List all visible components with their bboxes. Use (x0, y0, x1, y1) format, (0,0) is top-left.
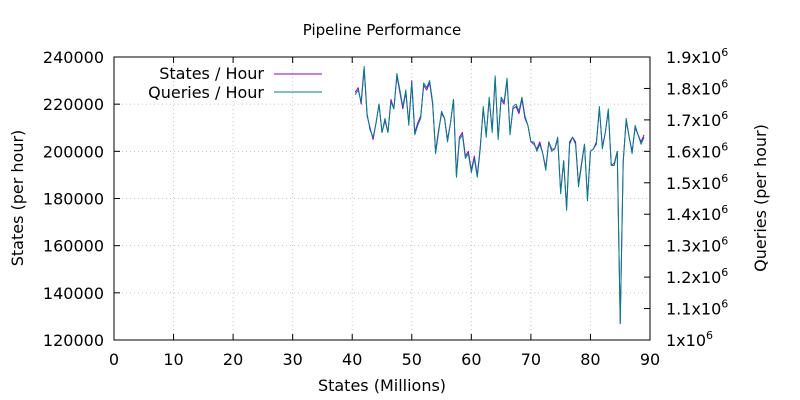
y-tick-label: 140000 (43, 284, 104, 303)
y2-tick-label: 1.1x106 (666, 298, 728, 319)
series (354, 65, 645, 324)
legend: States / Hour Queries / Hour (148, 64, 322, 102)
y2-tick-label: 1.9x106 (666, 46, 728, 67)
y2-tick-label: 1.2x106 (666, 266, 728, 287)
x-tick-label: 20 (223, 350, 243, 369)
y-tick-label: 160000 (43, 237, 104, 256)
chart-title: Pipeline Performance (303, 21, 462, 39)
series-line-queries-per-hour (354, 65, 645, 324)
x-tick-label: 50 (402, 350, 422, 369)
legend-label-states: States / Hour (159, 64, 264, 83)
y2-tick-label: 1.5x106 (666, 172, 728, 193)
x-tick-label: 60 (461, 350, 481, 369)
y-tick-label: 180000 (43, 190, 104, 209)
x-tick-label: 10 (163, 350, 183, 369)
x-tick-label: 80 (580, 350, 600, 369)
x-tick-label: 70 (521, 350, 541, 369)
y-axis: 120000 140000 160000 180000 200000 220000 2400… (43, 48, 120, 350)
y-tick-label: 220000 (43, 95, 104, 114)
x-tick-label: 0 (109, 350, 119, 369)
y2-tick-label: 1.8x106 (666, 77, 728, 98)
x-tick-label: 90 (640, 350, 660, 369)
y-tick-label: 240000 (43, 48, 104, 67)
grid (114, 57, 650, 340)
y-tick-label: 120000 (43, 331, 104, 350)
x-tick-label: 30 (282, 350, 302, 369)
y2-axis: 1x106 1.1x106 1.2x106 1.3x106 1.4x106 1.5x106… (644, 46, 728, 350)
x-axis-label: States (Millions) (318, 376, 446, 395)
series-line-states-per-hour (354, 68, 645, 324)
y2-tick-label: 1.6x106 (666, 140, 728, 161)
x-axis: 0 10 20 30 40 50 60 70 80 90 (109, 57, 660, 369)
y2-tick-label: 1.3x106 (666, 235, 728, 256)
y-axis-label: States (per hour) (8, 130, 27, 267)
y2-tick-label: 1.4x106 (666, 203, 728, 224)
legend-label-queries: Queries / Hour (148, 83, 264, 102)
y2-tick-label: 1x106 (666, 329, 713, 350)
y2-tick-label: 1.7x106 (666, 109, 728, 130)
x-tick-label: 40 (342, 350, 362, 369)
y-tick-label: 200000 (43, 142, 104, 161)
y2-axis-label: Queries (per hour) (751, 124, 770, 272)
